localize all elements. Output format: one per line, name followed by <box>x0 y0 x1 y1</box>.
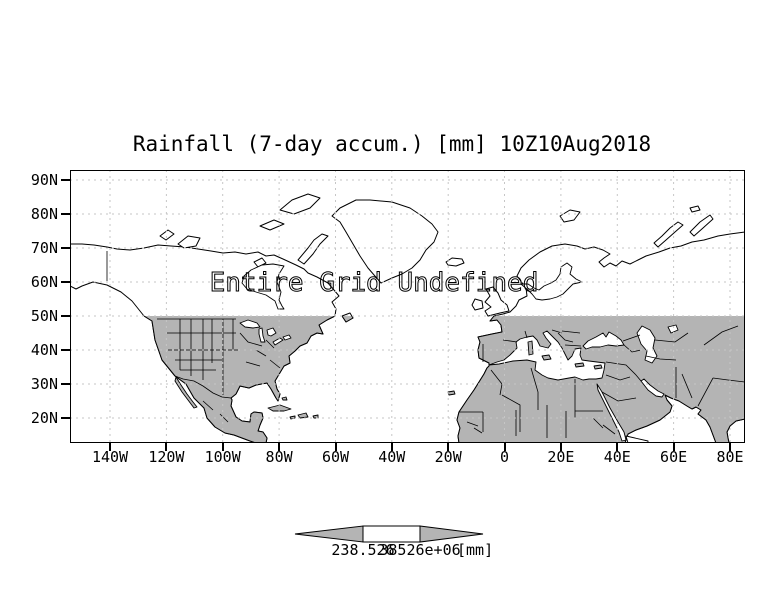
gridlines <box>70 170 745 443</box>
lon-axis-label: 140W <box>91 448 129 466</box>
colorbar-unit: [mm] <box>457 541 494 559</box>
lon-tick <box>334 443 337 451</box>
lon-axis-label: 80E <box>716 448 744 466</box>
lon-axis-label: 40W <box>378 448 406 466</box>
lon-tick <box>447 443 450 451</box>
lat-axis-label: 80N <box>30 205 58 223</box>
colorbar <box>294 525 484 543</box>
lon-axis-label: 120W <box>148 448 185 466</box>
lon-tick <box>221 443 224 451</box>
lat-tick <box>61 315 70 317</box>
lat-tick <box>61 417 70 419</box>
lat-tick <box>61 179 70 181</box>
world-map: Entire Grid Undefined <box>70 170 745 443</box>
plot-title: Rainfall (7-day accum.) [mm] 10Z10Aug201… <box>132 132 652 156</box>
lon-axis-label: 20W <box>434 448 462 466</box>
lat-tick <box>61 349 70 351</box>
lat-tick <box>61 247 70 249</box>
lon-axis-label: 100W <box>204 448 241 466</box>
lat-axis-label: 20N <box>30 409 58 427</box>
lon-tick <box>165 443 168 451</box>
lat-axis-label: 90N <box>30 171 58 189</box>
lon-axis-label: 40E <box>603 448 631 466</box>
lon-tick <box>278 443 281 451</box>
colorbar-left-arrow <box>294 525 364 543</box>
lon-tick <box>559 443 562 451</box>
lat-axis-label: 70N <box>30 239 58 257</box>
colorbar-right-arrow <box>419 525 484 543</box>
lat-axis-label: 30N <box>30 375 58 393</box>
lon-axis-label: 60E <box>660 448 688 466</box>
lat-tick <box>61 383 70 385</box>
islands <box>174 340 603 420</box>
colorbar-min-value: 238.526 <box>331 541 395 559</box>
lat-axis-label: 40N <box>30 341 58 359</box>
lon-tick <box>503 443 506 451</box>
lat-axis-label: 60N <box>30 273 58 291</box>
lon-axis-label: 80W <box>265 448 293 466</box>
lat-tick <box>61 213 70 215</box>
lon-tick <box>390 443 393 451</box>
colorbar-max-value: 38526e+06 <box>379 541 461 559</box>
lon-axis-label: 20E <box>547 448 575 466</box>
lat-axis-label: 50N <box>30 307 58 325</box>
lat-tick <box>61 281 70 283</box>
lon-axis-label: 0 <box>499 448 510 466</box>
lon-tick <box>616 443 619 451</box>
overlay-message: Entire Grid Undefined <box>210 268 539 298</box>
lon-tick <box>729 443 731 451</box>
lon-tick <box>672 443 675 451</box>
colorbar-box <box>362 525 421 543</box>
lon-axis-label: 60W <box>321 448 350 466</box>
lon-tick <box>109 443 111 451</box>
